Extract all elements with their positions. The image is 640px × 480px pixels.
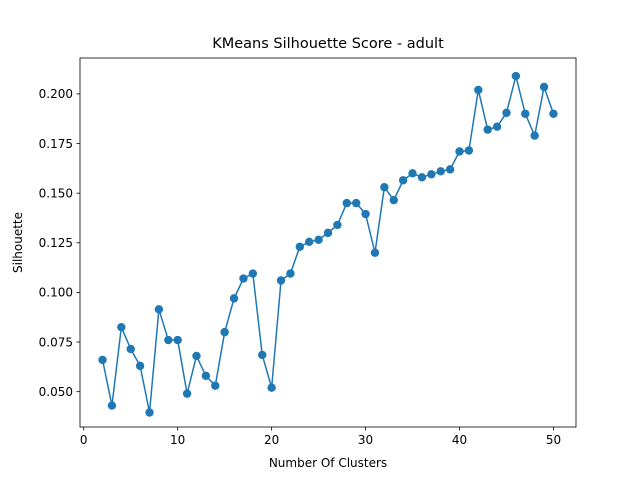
data-point xyxy=(445,165,455,174)
data-point xyxy=(370,248,380,257)
data-point xyxy=(323,228,333,238)
y-tick-label: 0.175 xyxy=(39,137,73,151)
data-point xyxy=(549,109,558,118)
data-point xyxy=(455,147,464,156)
data-point xyxy=(464,146,474,155)
data-point xyxy=(436,167,445,176)
data-point xyxy=(201,371,211,380)
x-axis-label: Number Of Clusters xyxy=(269,456,387,470)
y-tick-label: 0.050 xyxy=(39,385,73,399)
data-point xyxy=(427,170,436,179)
data-point xyxy=(154,305,164,314)
data-point xyxy=(333,220,342,230)
x-tick-label: 40 xyxy=(452,433,467,447)
data-point xyxy=(539,82,549,92)
data-point xyxy=(98,355,107,365)
data-point xyxy=(295,242,305,251)
x-tick-label: 10 xyxy=(170,433,185,447)
data-point xyxy=(483,125,492,134)
data-point xyxy=(220,327,229,337)
y-tick-label: 0.150 xyxy=(39,186,73,200)
data-point xyxy=(314,235,323,245)
data-point xyxy=(286,269,295,278)
data-point xyxy=(389,195,398,205)
data-point xyxy=(408,169,417,178)
data-point xyxy=(126,344,135,354)
data-point xyxy=(211,381,220,390)
chart-title: KMeans Silhouette Score - adult xyxy=(212,36,444,52)
data-point xyxy=(145,408,154,417)
data-point xyxy=(380,183,389,192)
data-point xyxy=(117,322,126,332)
data-point xyxy=(173,335,182,345)
data-point xyxy=(398,176,408,185)
data-point xyxy=(351,198,361,208)
data-point xyxy=(248,269,258,278)
data-point xyxy=(239,274,248,283)
data-point xyxy=(276,276,286,285)
plot-area xyxy=(98,71,558,417)
data-point xyxy=(267,383,276,392)
data-point xyxy=(258,350,267,360)
data-point xyxy=(182,389,192,398)
data-point xyxy=(361,209,370,219)
data-point xyxy=(305,237,314,247)
data-point xyxy=(474,85,483,95)
data-point xyxy=(502,108,511,117)
y-axis: 0.050 0.075 0.100 0.125 0.150 0.175 0.200 xyxy=(39,87,80,399)
x-tick-label: 0 xyxy=(80,433,88,447)
data-point xyxy=(530,131,539,140)
y-tick-label: 0.125 xyxy=(39,236,73,250)
data-point xyxy=(229,294,239,303)
y-tick-label: 0.075 xyxy=(39,335,73,349)
y-tick-label: 0.200 xyxy=(39,87,73,101)
y-tick-label: 0.100 xyxy=(39,286,73,300)
data-point xyxy=(135,361,145,371)
data-point xyxy=(342,198,351,208)
data-point xyxy=(192,351,201,361)
data-point xyxy=(417,173,427,182)
data-point xyxy=(492,122,502,131)
x-axis: 0 10 20 30 40 50 xyxy=(80,427,561,447)
data-point xyxy=(511,71,521,81)
x-tick-label: 30 xyxy=(358,433,373,447)
y-axis-label: Silhouette xyxy=(11,212,25,273)
x-tick-label: 20 xyxy=(264,433,279,447)
x-tick-label: 50 xyxy=(546,433,561,447)
data-point xyxy=(164,335,173,345)
data-point xyxy=(107,401,117,410)
data-point xyxy=(521,109,530,118)
